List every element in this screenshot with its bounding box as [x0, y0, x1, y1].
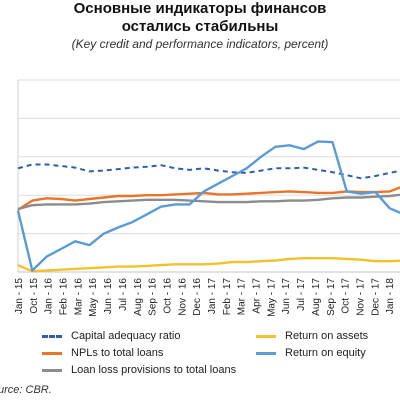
x-tick-label: Jul - 16	[118, 278, 129, 311]
gridlines	[17, 79, 400, 273]
x-tick-label: Feb - 17	[222, 278, 233, 316]
x-tick-label: Aug - 16	[133, 278, 144, 316]
x-tick-label: Jan - 17	[207, 278, 218, 315]
title-line-2: остались стабильны	[121, 18, 279, 35]
x-tick-label: Aug - 17	[311, 278, 322, 316]
legend-swatch-roe	[256, 351, 276, 355]
legend-label-roa: Return on assets	[285, 330, 369, 342]
legend-label-capital-adequacy: Capital adequacy ratio	[71, 330, 181, 342]
legend-swatch-npls	[42, 351, 62, 355]
x-tick-label: Oct - 16	[162, 278, 173, 314]
x-tick-label: Jan - 18	[385, 278, 396, 315]
legend: Capital adequacy ratio NPLs to total loa…	[0, 326, 400, 376]
x-tick-label: Jul - 17	[296, 278, 307, 311]
x-tick-label: Oct - 17	[341, 278, 352, 314]
series-line-loan-loss	[17, 193, 400, 211]
legend-item-npls: NPLs to total loans	[42, 347, 163, 359]
title-line-1: Основные индикаторы финансов	[73, 0, 327, 17]
source-note: urce: CBR.	[0, 384, 52, 396]
x-tick-label: Dec - 16	[192, 278, 203, 316]
x-tick-label: Nov - 17	[355, 278, 366, 316]
series-line-roe	[16, 140, 400, 272]
legend-swatch-roa	[256, 334, 276, 338]
legend-item-loan-loss: Loan loss provisions to total loans	[42, 364, 236, 376]
x-axis-ticks: Jan - 15 Oct - 15 Jan - 16 Feb - 16 Mar - 16…	[14, 278, 396, 317]
x-tick-label: Sep - 17	[326, 278, 337, 316]
legend-label-npls: NPLs to total loans	[71, 347, 164, 359]
chart-title: Основные индикаторы финансов остались ст…	[0, 0, 400, 36]
x-tick-label: Mar - 16	[73, 278, 84, 316]
x-tick-label: May - 17	[266, 278, 277, 317]
chart-subtitle: (Key credit and performance indicators, …	[71, 37, 329, 51]
line-chart: Jan - 15 Oct - 15 Jan - 16 Feb - 16 Mar - 16…	[14, 79, 400, 317]
x-tick-label: Jun - 16	[103, 278, 114, 315]
legend-label-loan-loss: Loan loss provisions to total loans	[71, 364, 237, 376]
x-tick-label: Jan - 16	[44, 278, 55, 315]
x-tick-label: Jun - 17	[281, 278, 292, 315]
legend-item-roa: Return on assets	[256, 330, 368, 342]
series-line-npls	[17, 186, 400, 211]
legend-swatch-loan-loss	[42, 368, 62, 372]
x-tick-label: Apr - 17	[252, 278, 263, 314]
series-line-capital-adequacy	[17, 163, 400, 180]
x-tick-label: Sep - 16	[148, 278, 159, 316]
legend-item-roe: Return on equity	[256, 347, 366, 359]
legend-swatch-capital-adequacy	[42, 334, 62, 338]
series-lines	[16, 140, 400, 273]
legend-item-capital-adequacy: Capital adequacy ratio	[42, 330, 180, 342]
x-tick-label: Feb - 16	[59, 278, 70, 316]
x-tick-label: Nov - 16	[177, 278, 188, 316]
series-line-roa	[17, 256, 400, 273]
x-tick-label: May - 16	[88, 278, 99, 317]
legend-label-roe: Return on equity	[285, 347, 366, 359]
x-tick-label: Dec - 17	[370, 278, 381, 316]
x-tick-label: Jan - 15	[14, 278, 25, 315]
x-tick-label: Oct - 15	[29, 278, 40, 314]
x-tick-label: Mar - 17	[237, 278, 248, 316]
